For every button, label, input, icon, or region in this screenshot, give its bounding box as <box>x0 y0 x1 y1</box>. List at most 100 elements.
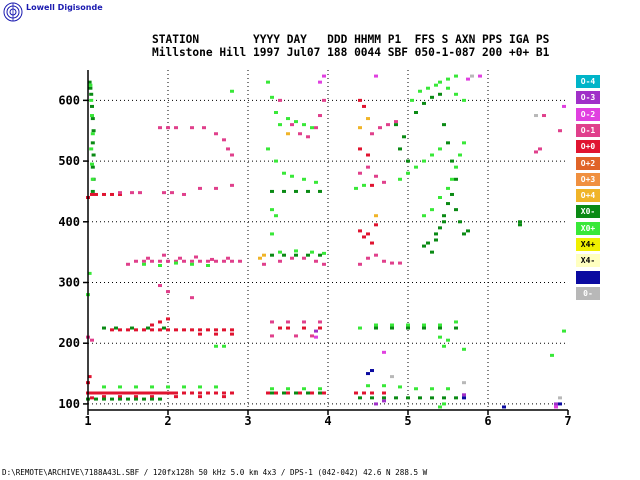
data-point-s0-63 <box>90 192 94 196</box>
data-point-s0-40 <box>110 328 114 332</box>
data-point-s2-72 <box>402 135 406 139</box>
data-point-s1-5 <box>174 259 178 263</box>
data-point-s2-83 <box>518 223 522 227</box>
data-point-s1-79 <box>158 284 162 288</box>
data-point-s2-79 <box>438 326 442 330</box>
data-point-s0-65 <box>102 192 106 196</box>
data-point-s3-37 <box>270 387 274 391</box>
data-point-s3-26 <box>302 123 306 127</box>
data-point-s8-0 <box>390 375 394 379</box>
data-point-s1-78 <box>166 290 170 294</box>
data-point-s1-24 <box>162 191 166 195</box>
data-point-s3-72 <box>462 98 466 102</box>
data-point-s6-0 <box>258 256 262 260</box>
data-point-s2-30 <box>318 391 322 395</box>
data-point-s0-10 <box>126 391 130 395</box>
data-point-s3-71 <box>454 92 458 96</box>
data-point-s4-2 <box>374 74 378 78</box>
data-point-s0-46 <box>158 328 162 332</box>
data-point-s1-40 <box>286 320 290 324</box>
data-point-s0-66 <box>110 192 114 196</box>
data-point-s1-32 <box>174 126 178 130</box>
data-point-s1-38 <box>230 153 234 157</box>
data-point-s3-88 <box>87 271 92 275</box>
data-point-s3-43 <box>310 250 314 254</box>
data-point-s1-52 <box>278 98 282 102</box>
x-tick-label-2: 2 <box>164 414 171 428</box>
data-point-s1-47 <box>278 259 282 263</box>
data-point-s3-47 <box>398 385 402 389</box>
data-point-s2-48 <box>442 396 446 400</box>
data-point-s0-36 <box>150 395 154 399</box>
data-point-s2-77 <box>406 326 410 330</box>
data-point-s1-6 <box>182 259 186 263</box>
data-point-s0-47 <box>166 328 170 332</box>
data-point-s0-5 <box>106 391 110 395</box>
data-point-s2-57 <box>458 220 462 224</box>
data-point-s5-3 <box>554 402 558 406</box>
data-point-s0-70 <box>286 391 290 395</box>
data-point-s1-72 <box>398 261 402 265</box>
x-tick-label-4: 4 <box>324 414 331 428</box>
data-point-s2-45 <box>406 396 410 400</box>
data-point-s0-60 <box>214 332 218 336</box>
data-point-s3-89 <box>550 353 554 357</box>
data-point-s0-17 <box>154 391 158 395</box>
data-point-s0-75 <box>362 391 366 395</box>
data-point-s3-51 <box>358 326 362 330</box>
data-point-s2-75 <box>374 326 378 330</box>
x-tick-label-1: 1 <box>84 414 91 428</box>
data-point-s4-0 <box>318 80 322 84</box>
data-point-s8-4 <box>470 74 474 78</box>
data-point-s1-54 <box>298 132 302 136</box>
legend-entry-9: X0+ <box>576 221 600 235</box>
data-point-s1-10 <box>214 259 218 263</box>
data-point-s3-85 <box>214 344 218 348</box>
data-point-s3-53 <box>390 323 394 327</box>
data-point-s0-64 <box>94 192 98 196</box>
data-point-s1-55 <box>306 135 310 139</box>
data-point-s3-49 <box>430 387 434 391</box>
data-point-s1-16 <box>162 253 166 257</box>
data-point-s0-7 <box>114 391 118 395</box>
data-point-s0-71 <box>298 391 302 395</box>
data-point-s4-3 <box>466 77 470 81</box>
data-point-s1-65 <box>386 123 390 127</box>
data-point-s2-22 <box>114 326 118 330</box>
data-point-s3-4 <box>89 147 94 151</box>
data-point-s3-0 <box>88 83 93 87</box>
data-point-s3-6 <box>90 177 95 181</box>
data-point-s3-45 <box>366 384 370 388</box>
data-point-s1-57 <box>318 114 322 118</box>
data-point-s3-80 <box>430 153 434 157</box>
data-point-s2-7 <box>91 153 96 157</box>
data-point-s1-4 <box>166 259 170 263</box>
data-point-s2-58 <box>462 232 466 236</box>
data-point-s3-93 <box>438 335 442 339</box>
data-point-s3-27 <box>310 126 314 130</box>
data-point-s1-76 <box>542 114 546 118</box>
data-point-s0-11 <box>130 391 134 395</box>
data-point-s3-17 <box>174 261 178 265</box>
data-point-s1-12 <box>230 259 234 263</box>
data-point-s2-28 <box>294 391 298 395</box>
data-point-s2-51 <box>434 238 438 242</box>
data-point-s0-81 <box>362 235 366 239</box>
data-point-s0-32 <box>90 396 94 400</box>
data-point-s1-27 <box>198 186 202 190</box>
data-point-s0-15 <box>146 391 150 395</box>
data-point-s2-18 <box>142 397 146 401</box>
data-point-s3-56 <box>438 323 442 327</box>
data-point-s1-43 <box>270 334 274 338</box>
data-point-s4-6 <box>382 350 386 354</box>
data-point-s1-31 <box>166 126 170 130</box>
legend-entry-7: O+4 <box>576 189 600 203</box>
data-point-s1-15 <box>146 256 150 260</box>
data-point-s0-89 <box>286 326 290 330</box>
data-point-s4-8 <box>562 104 566 108</box>
data-point-s2-33 <box>294 253 298 257</box>
data-point-s0-53 <box>214 328 218 332</box>
data-point-s3-76 <box>398 177 402 181</box>
data-point-s0-22 <box>174 391 178 395</box>
